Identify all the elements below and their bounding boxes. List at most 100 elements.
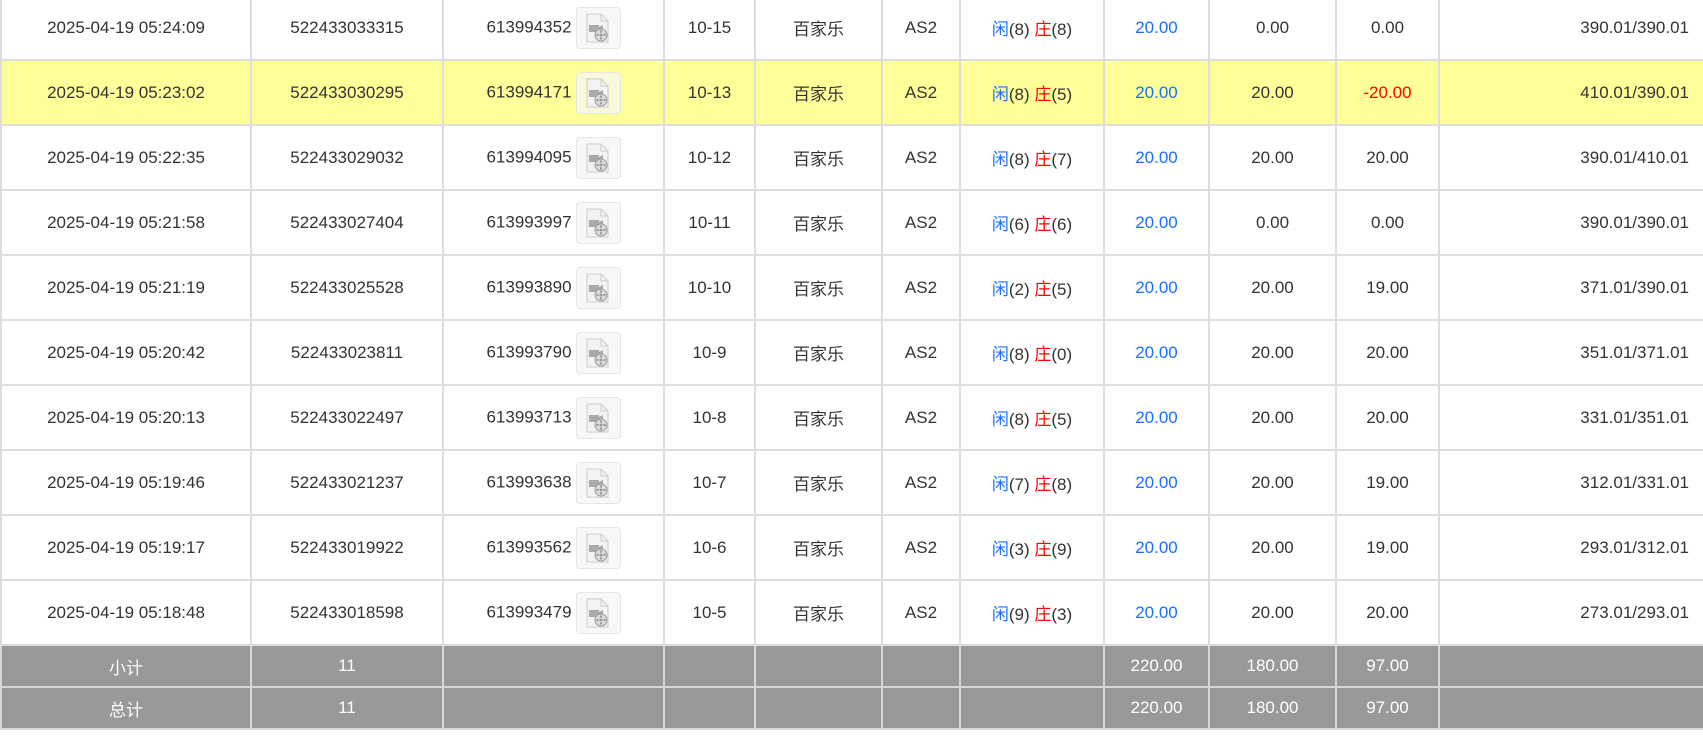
video-file-icon[interactable] — [575, 331, 621, 374]
bet-amount-cell: 20.00 — [1103, 449, 1210, 516]
shoe-cell: 10-9 — [663, 319, 756, 386]
bet-amount-cell: 20.00 — [1103, 254, 1210, 321]
video-file-icon[interactable] — [575, 591, 621, 634]
banker-points: (5) — [1051, 85, 1073, 104]
game-cell: 百家乐 — [754, 189, 883, 256]
table-cell: AS2 — [881, 514, 961, 581]
video-file-icon[interactable] — [575, 266, 621, 309]
table-cell: AS2 — [881, 254, 961, 321]
table-cell: AS2 — [881, 124, 961, 191]
table-row: 2025-04-19 05:21:58 522433027404 613993997… — [0, 189, 1703, 256]
video-file-icon[interactable] — [575, 461, 621, 504]
footer-valid: 180.00 — [1208, 644, 1337, 688]
balance-cell: 351.01/371.01 — [1438, 319, 1703, 386]
round-id: 613993479 — [486, 601, 572, 621]
round-id: 613993997 — [486, 211, 572, 231]
time-cell: 2025-04-19 05:22:35 — [0, 124, 252, 191]
table-cell: AS2 — [881, 384, 961, 451]
valid-bet-cell: 0.00 — [1208, 0, 1337, 61]
table-row: 2025-04-19 05:19:17 522433019922 613993562… — [0, 514, 1703, 581]
video-file-icon[interactable] — [575, 396, 621, 439]
video-file-icon[interactable] — [575, 136, 621, 179]
banker-points: (5) — [1051, 280, 1073, 299]
video-file-icon[interactable] — [575, 201, 621, 244]
win-loss-cell: 20.00 — [1335, 124, 1440, 191]
player-label: 闲 — [991, 215, 1009, 234]
time-cell: 2025-04-19 05:19:17 — [0, 514, 252, 581]
result-cell: 闲(8) 庄(5) — [959, 384, 1105, 451]
video-file-icon[interactable] — [575, 526, 621, 569]
game-cell: 百家乐 — [754, 319, 883, 386]
win-loss-cell: 19.00 — [1335, 449, 1440, 516]
player-points: (8) — [1008, 85, 1030, 104]
bet-records-table: 2025-04-19 05:24:09 522433033315 613994352… — [0, 0, 1703, 730]
banker-points: (8) — [1051, 475, 1073, 494]
subtotal-row: 小计 11 220.00 180.00 97.00 — [0, 644, 1703, 688]
video-file-icon[interactable] — [575, 71, 621, 114]
footer-valid: 180.00 — [1208, 686, 1337, 730]
time-cell: 2025-04-19 05:20:42 — [0, 319, 252, 386]
table-row: 2025-04-19 05:19:46 522433021237 613993638… — [0, 449, 1703, 516]
player-points: (7) — [1008, 475, 1030, 494]
player-label: 闲 — [991, 540, 1009, 559]
shoe-cell: 10-10 — [663, 254, 756, 321]
banker-label: 庄 — [1034, 20, 1052, 39]
table-cell: AS2 — [881, 449, 961, 516]
banker-points: (6) — [1051, 215, 1073, 234]
round-id: 613993562 — [486, 536, 572, 556]
banker-points: (0) — [1051, 345, 1073, 364]
shoe-cell: 10-5 — [663, 579, 756, 646]
valid-bet-cell: 20.00 — [1208, 319, 1337, 386]
round-cell: 613993713 — [442, 384, 665, 451]
round-id: 613993790 — [486, 341, 572, 361]
valid-bet-cell: 20.00 — [1208, 59, 1337, 126]
balance-cell: 410.01/390.01 — [1438, 59, 1703, 126]
banker-points: (3) — [1051, 605, 1073, 624]
banker-points: (7) — [1051, 150, 1073, 169]
shoe-cell: 10-7 — [663, 449, 756, 516]
win-loss-cell: 20.00 — [1335, 319, 1440, 386]
table-row: 2025-04-19 05:18:48 522433018598 613993479… — [0, 579, 1703, 646]
bet-amount-cell: 20.00 — [1103, 59, 1210, 126]
banker-points: (5) — [1051, 410, 1073, 429]
balance-cell: 371.01/390.01 — [1438, 254, 1703, 321]
result-cell: 闲(9) 庄(3) — [959, 579, 1105, 646]
win-loss-cell: 19.00 — [1335, 514, 1440, 581]
player-points: (2) — [1008, 280, 1030, 299]
result-cell: 闲(8) 庄(8) — [959, 0, 1105, 61]
table-row: 2025-04-19 05:24:09 522433033315 613994352… — [0, 0, 1703, 61]
time-cell: 2025-04-19 05:21:19 — [0, 254, 252, 321]
banker-label: 庄 — [1034, 540, 1052, 559]
time-cell: 2025-04-19 05:20:13 — [0, 384, 252, 451]
player-label: 闲 — [991, 410, 1009, 429]
round-id: 613994171 — [486, 81, 572, 101]
win-loss-cell: 20.00 — [1335, 579, 1440, 646]
time-cell: 2025-04-19 05:19:46 — [0, 449, 252, 516]
video-file-icon[interactable] — [575, 6, 621, 49]
footer-label: 小计 — [0, 644, 252, 688]
bet-amount-cell: 20.00 — [1103, 319, 1210, 386]
player-points: (9) — [1008, 605, 1030, 624]
bet-id-cell: 522433023811 — [250, 319, 444, 386]
player-label: 闲 — [991, 20, 1009, 39]
balance-cell: 390.01/410.01 — [1438, 124, 1703, 191]
player-points: (3) — [1008, 540, 1030, 559]
player-label: 闲 — [991, 605, 1009, 624]
result-cell: 闲(6) 庄(6) — [959, 189, 1105, 256]
round-id: 613993890 — [486, 276, 572, 296]
footer-win: 97.00 — [1335, 644, 1440, 688]
balance-cell: 390.01/390.01 — [1438, 0, 1703, 61]
footer-bet: 220.00 — [1103, 644, 1210, 688]
table-cell: AS2 — [881, 0, 961, 61]
round-cell: 613994352 — [442, 0, 665, 61]
time-cell: 2025-04-19 05:24:09 — [0, 0, 252, 61]
game-cell: 百家乐 — [754, 514, 883, 581]
round-cell: 613993790 — [442, 319, 665, 386]
bet-amount-cell: 20.00 — [1103, 0, 1210, 61]
valid-bet-cell: 20.00 — [1208, 449, 1337, 516]
banker-label: 庄 — [1034, 280, 1052, 299]
bet-amount-cell: 20.00 — [1103, 189, 1210, 256]
result-cell: 闲(3) 庄(9) — [959, 514, 1105, 581]
round-cell: 613994171 — [442, 59, 665, 126]
banker-label: 庄 — [1034, 345, 1052, 364]
